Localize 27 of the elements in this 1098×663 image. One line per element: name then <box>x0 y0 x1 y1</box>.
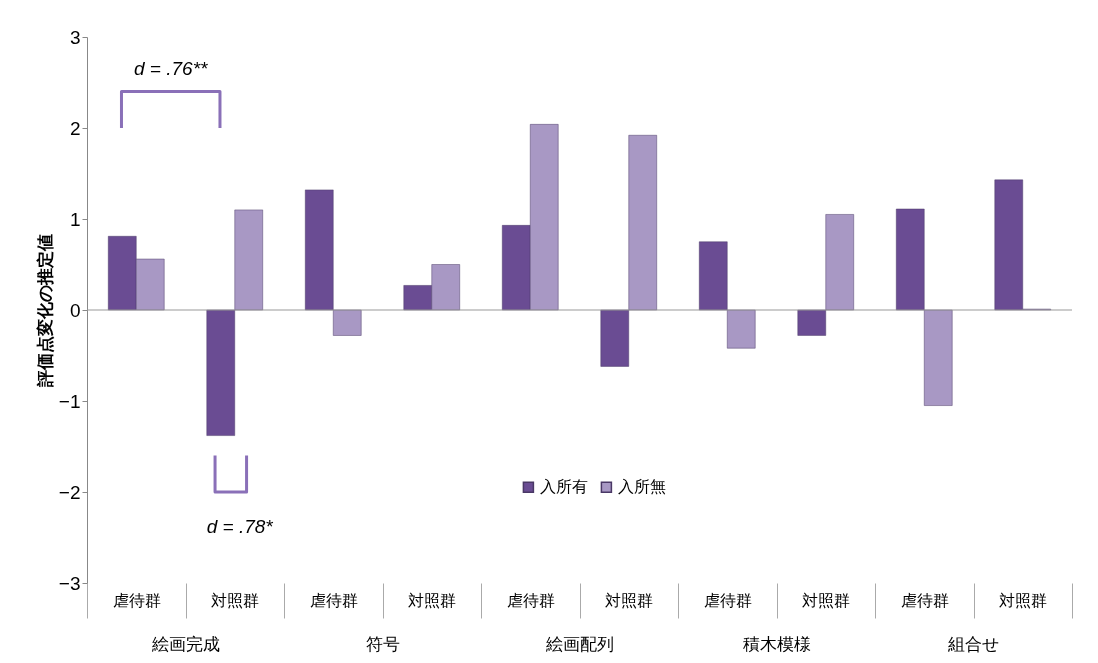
text: 積木模様 <box>742 635 811 654</box>
annotation: d = .76** <box>134 57 209 79</box>
text: 絵画配列 <box>544 635 614 654</box>
x-tick-label: 虐待群 <box>309 591 358 609</box>
x-tick-label: 虐待群 <box>506 591 555 609</box>
y-tick-label: −1 <box>58 390 81 412</box>
annotation: d = .78* <box>206 515 274 537</box>
y-tick-label: 0 <box>69 299 81 321</box>
text: 絵画完成 <box>150 635 220 654</box>
y-tick-label: −2 <box>58 481 81 503</box>
y-axis-title: 評価点変化の推定値 <box>35 234 55 388</box>
x-tick-label: 対照群 <box>408 591 457 609</box>
x-tick-label: 虐待群 <box>900 591 949 609</box>
y-tick-label: 3 <box>69 26 81 48</box>
text: 符号 <box>365 635 400 654</box>
legend-label: 入所無 <box>618 478 667 496</box>
text: 組合せ <box>947 635 999 654</box>
x-tick-label: 虐待群 <box>112 591 161 609</box>
y-tick-label: 1 <box>69 208 81 230</box>
x-tick-label: 対照群 <box>999 591 1048 609</box>
x-tick-label: 対照群 <box>802 591 851 609</box>
y-tick-label: 2 <box>69 117 81 139</box>
x-tick-label: 対照群 <box>211 591 260 609</box>
y-tick-label: −3 <box>58 572 81 594</box>
legend-label: 入所有 <box>540 478 589 496</box>
x-tick-label: 虐待群 <box>703 591 752 609</box>
x-tick-label: 対照群 <box>605 591 654 609</box>
